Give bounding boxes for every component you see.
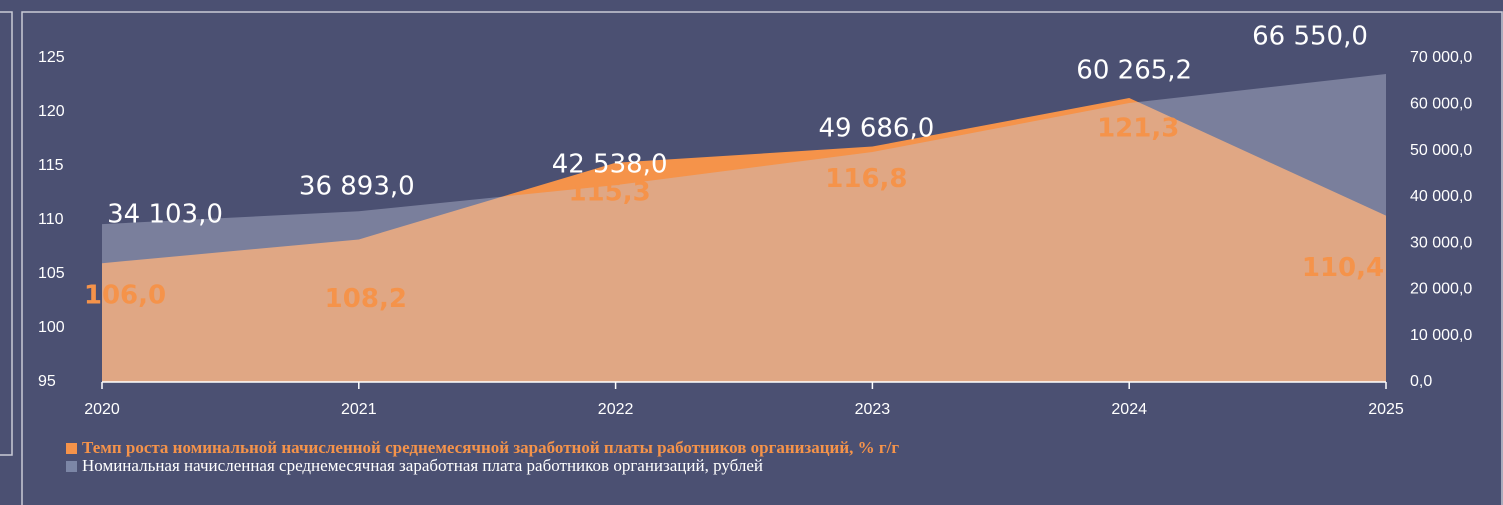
data-label: 36 893,0 (299, 172, 415, 202)
y-tick-label: 120 (38, 103, 65, 120)
y-tick-label: 95 (38, 373, 56, 390)
legend-label: Темп роста номинальной начисленной средн… (82, 438, 899, 457)
x-tick-label: 2021 (341, 401, 377, 418)
y-tick-label: 125 (38, 49, 65, 66)
data-label: 121,3 (1097, 113, 1179, 143)
y2-tick-label: 70 000,0 (1410, 49, 1472, 66)
x-tick-label: 2022 (598, 401, 634, 418)
data-label: 42 538,0 (552, 150, 668, 180)
data-label: 115,3 (568, 177, 650, 207)
legend-marker (66, 461, 77, 472)
y2-tick-label: 40 000,0 (1410, 188, 1472, 205)
x-tick-label: 2020 (84, 401, 120, 418)
data-label: 110,4 (1302, 253, 1384, 283)
data-label: 108,2 (325, 284, 407, 314)
area-series (102, 97, 1386, 383)
data-label: 116,8 (825, 164, 907, 194)
y-tick-label: 110 (38, 211, 64, 228)
legend-label: Номинальная начисленная среднемесячная з… (82, 456, 763, 475)
y2-tick-label: 50 000,0 (1410, 142, 1472, 159)
x-tick-label: 2025 (1368, 401, 1404, 418)
y-tick-label: 115 (38, 157, 64, 174)
y-tick-label: 105 (38, 265, 65, 282)
data-label: 60 265,2 (1076, 56, 1192, 86)
side-frame (0, 11, 13, 456)
data-label: 106,0 (84, 281, 166, 311)
legend-marker (66, 443, 77, 454)
data-label: 49 686,0 (819, 114, 935, 144)
y-tick-label: 100 (38, 319, 65, 336)
y2-tick-label: 10 000,0 (1410, 327, 1472, 344)
y2-tick-label: 0,0 (1410, 373, 1432, 390)
data-label: 34 103,0 (107, 200, 223, 230)
data-label: 66 550,0 (1252, 21, 1368, 51)
x-tick-label: 2023 (855, 401, 891, 418)
y2-tick-label: 20 000,0 (1410, 281, 1472, 298)
y2-tick-label: 60 000,0 (1410, 96, 1472, 113)
frame (21, 11, 1503, 505)
y2-tick-label: 30 000,0 (1410, 234, 1472, 251)
area-series (102, 73, 1386, 383)
x-tick-label: 2024 (1111, 401, 1147, 418)
